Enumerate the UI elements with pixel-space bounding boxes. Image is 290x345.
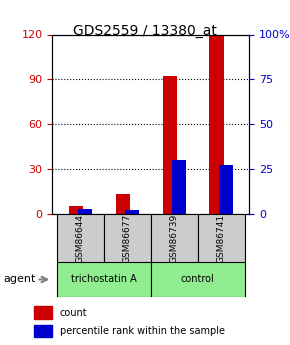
Bar <box>219 166 233 214</box>
Bar <box>162 76 177 214</box>
Bar <box>209 34 224 214</box>
FancyBboxPatch shape <box>198 214 245 262</box>
Bar <box>34 325 52 337</box>
Text: GSM86739: GSM86739 <box>170 214 179 263</box>
Bar <box>78 208 92 214</box>
FancyBboxPatch shape <box>151 262 245 297</box>
FancyBboxPatch shape <box>104 214 151 262</box>
FancyBboxPatch shape <box>57 262 151 297</box>
Text: GSM86677: GSM86677 <box>123 214 132 263</box>
Text: percentile rank within the sample: percentile rank within the sample <box>60 326 225 336</box>
Text: GSM86741: GSM86741 <box>217 214 226 263</box>
Text: control: control <box>181 275 215 284</box>
Bar <box>172 160 186 214</box>
Text: trichostatin A: trichostatin A <box>71 275 137 284</box>
Bar <box>69 206 83 214</box>
Bar <box>125 210 139 214</box>
Bar <box>34 306 52 319</box>
FancyBboxPatch shape <box>151 214 198 262</box>
Text: GDS2559 / 13380_at: GDS2559 / 13380_at <box>73 24 217 38</box>
Text: count: count <box>60 308 87 317</box>
Text: agent: agent <box>3 275 35 284</box>
FancyBboxPatch shape <box>57 214 104 262</box>
Text: GSM86644: GSM86644 <box>76 214 85 263</box>
Bar <box>116 195 130 214</box>
